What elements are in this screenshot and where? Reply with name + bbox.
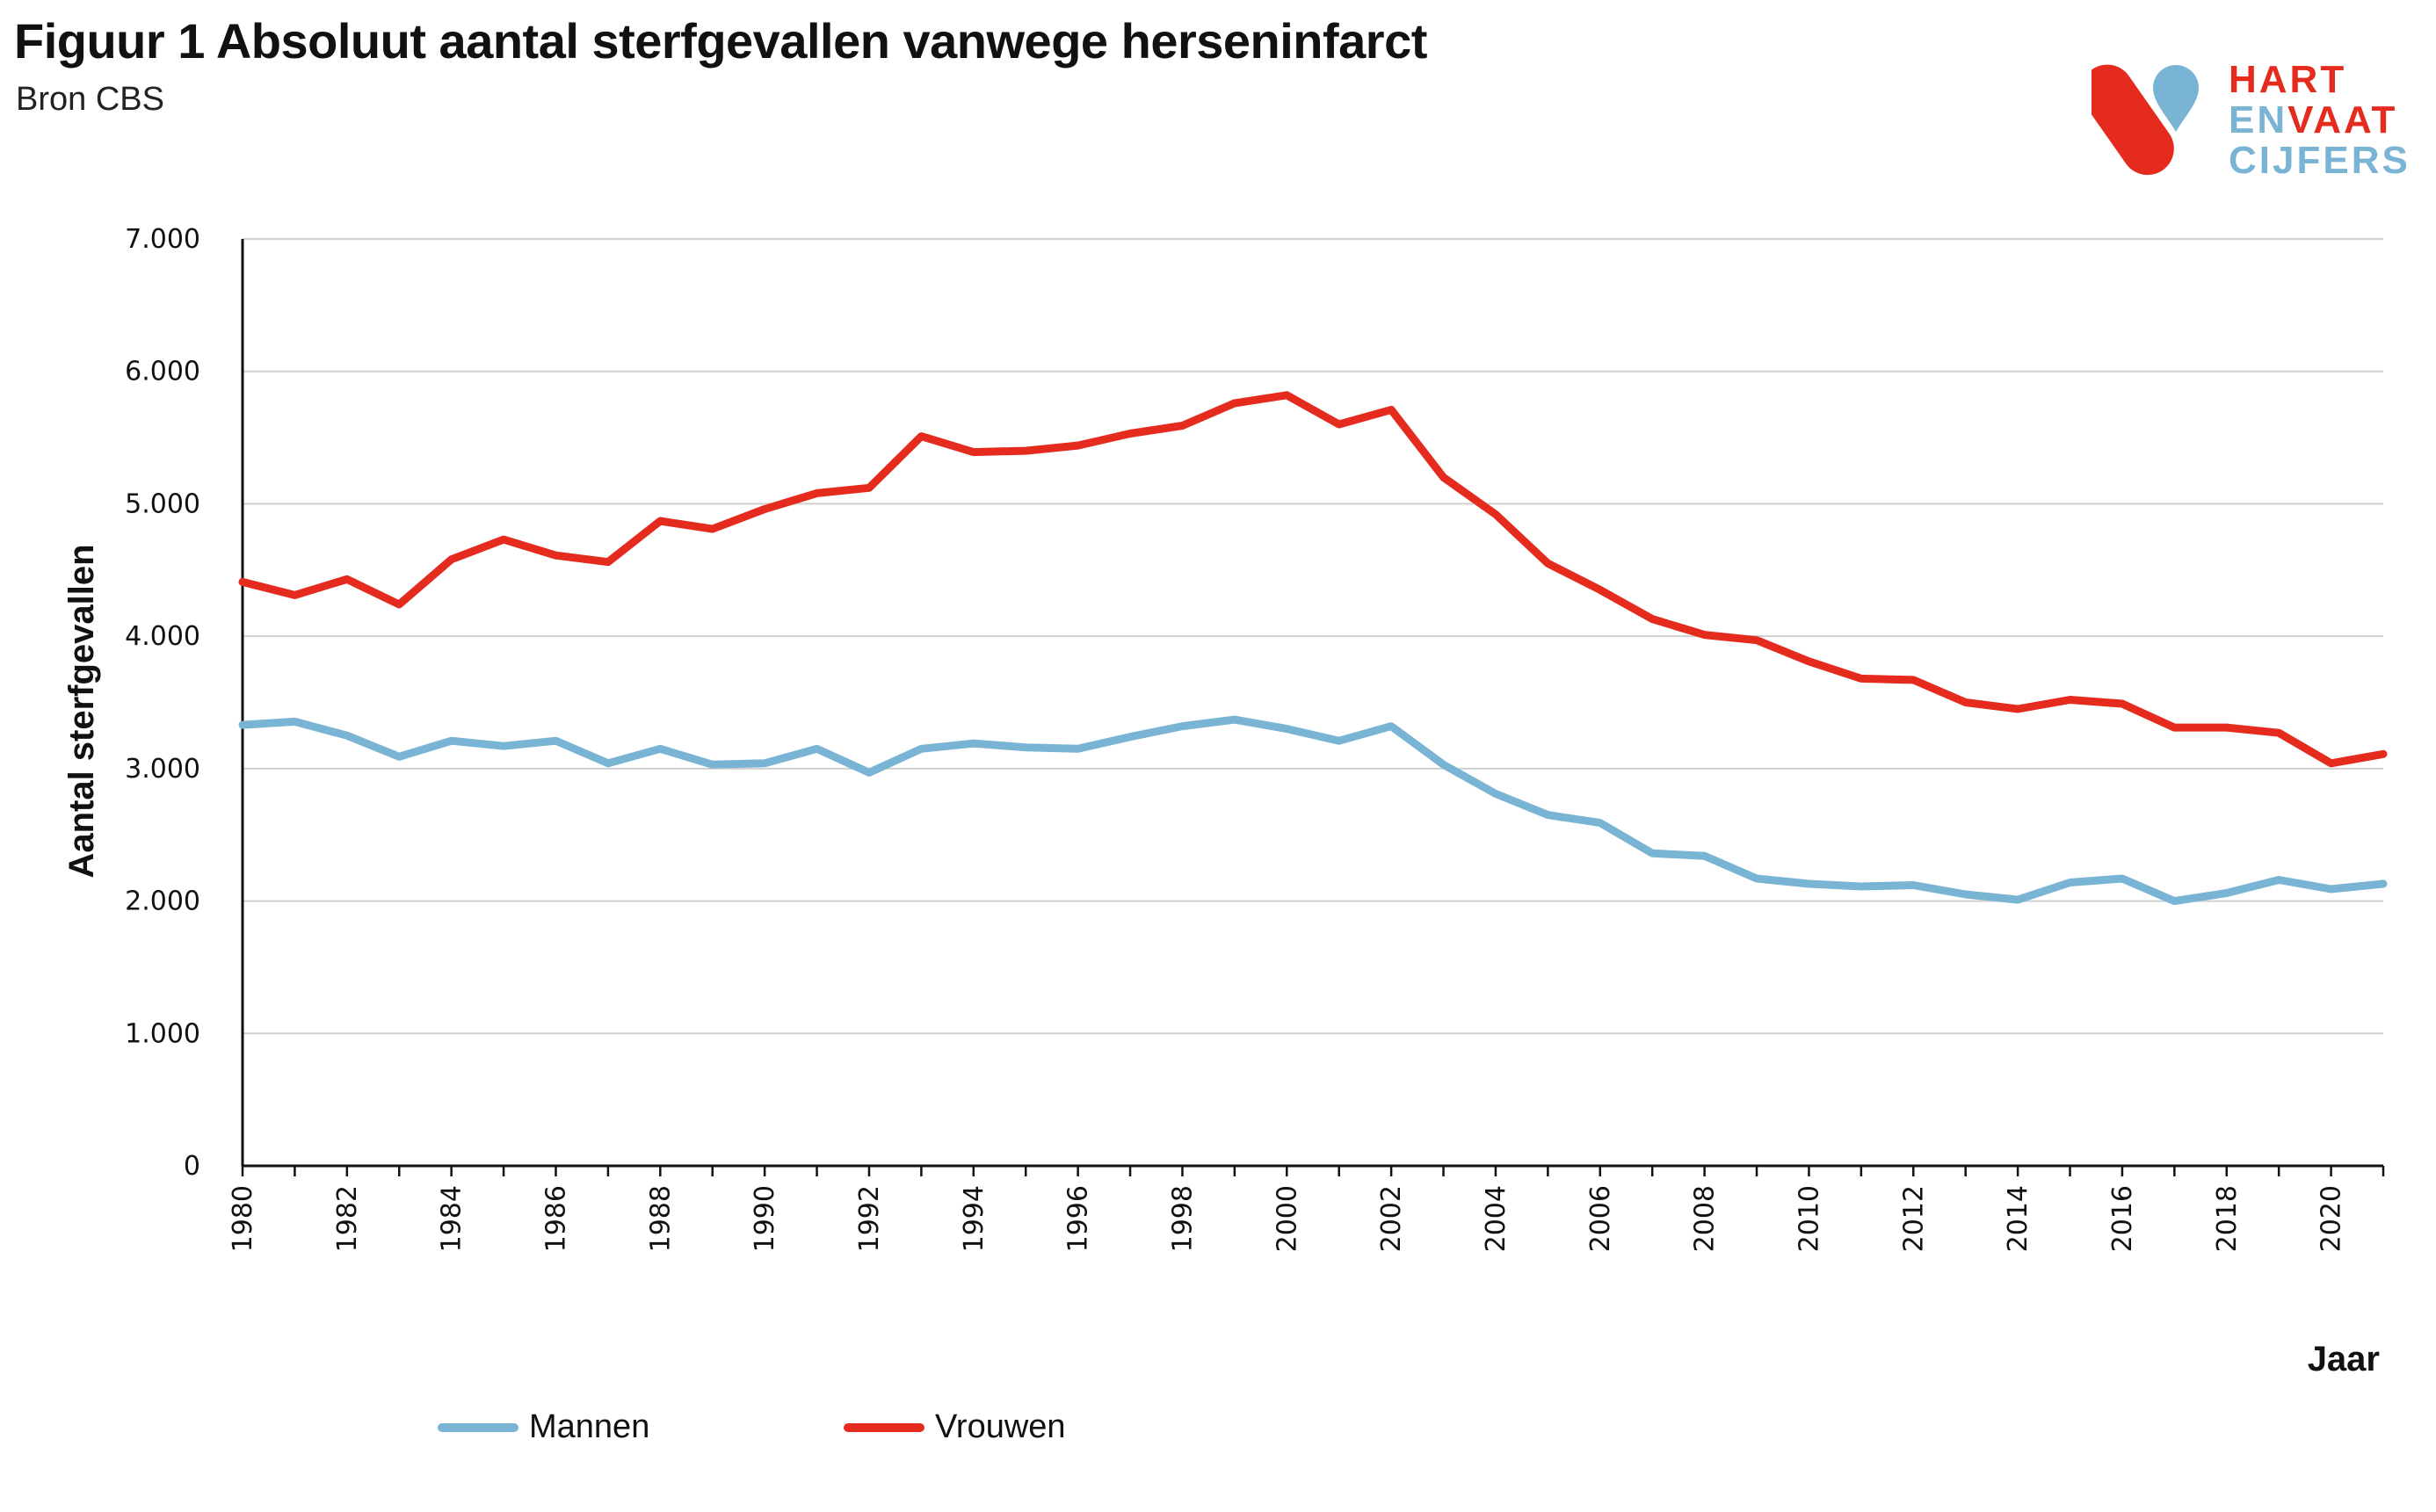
x-tick-label: 1980 (228, 1185, 258, 1252)
chart-source: Bron CBS (16, 81, 164, 118)
y-axis-title: Aantal sterfgevallen (62, 544, 101, 878)
x-tick-label: 2004 (1481, 1185, 1512, 1252)
logo-word-en: EN (2229, 98, 2288, 141)
y-tick-label: 1.000 (125, 1018, 200, 1049)
x-tick-label: 2002 (1376, 1185, 1407, 1252)
hart-en-vaat-cijfers-logo: HART ENVAAT CIJFERS (2080, 60, 2434, 183)
y-tick-label: 5.000 (125, 488, 200, 519)
x-tick-label: 1998 (1167, 1185, 1198, 1252)
logo-word-vaat: VAAT (2287, 98, 2398, 141)
chart-title: Figuur 1 Absoluut aantal sterfgevallen v… (14, 13, 1427, 69)
x-tick-label: 2018 (2212, 1185, 2243, 1252)
x-tick-label: 1988 (645, 1185, 676, 1252)
y-tick-label: 4.000 (125, 621, 200, 652)
logo-wordmark: HART ENVAAT CIJFERS (2229, 60, 2411, 181)
x-tick-label: 2016 (2107, 1185, 2138, 1252)
series-line-vrouwen (238, 391, 2388, 768)
x-tick-label: 1992 (854, 1185, 885, 1252)
x-tick-label: 2012 (1898, 1185, 1929, 1252)
y-tick-label: 7.000 (125, 224, 200, 255)
x-tick-label: 1996 (1063, 1185, 1094, 1252)
x-tick-label: 2008 (1690, 1185, 1721, 1252)
x-axis-title: Jaar (2308, 1340, 2380, 1378)
logo-word-hart: HART (2229, 58, 2347, 101)
logo-word-cijfers: CIJFERS (2229, 139, 2411, 182)
series-line-mannen (238, 715, 2388, 906)
legend-item-vrouwen: Vrouwen (844, 1408, 1066, 1446)
legend-swatch-vrouwen (844, 1422, 924, 1432)
x-tick-label: 1986 (540, 1185, 571, 1252)
x-tick-label: 2006 (1585, 1185, 1616, 1252)
x-tick-label: 1984 (437, 1185, 468, 1252)
x-tick-label: 2020 (2316, 1185, 2347, 1252)
y-tick-label: 0 (184, 1151, 200, 1182)
y-tick-label: 6.000 (125, 357, 200, 387)
x-tick-label: 2014 (2003, 1185, 2034, 1252)
legend-label-vrouwen: Vrouwen (935, 1408, 1066, 1445)
x-tick-label: 1990 (750, 1185, 780, 1252)
legend-label-mannen: Mannen (529, 1408, 650, 1445)
x-tick-label: 2010 (1794, 1185, 1824, 1252)
x-tick-label: 2000 (1272, 1185, 1302, 1252)
legend-item-mannen: Mannen (438, 1408, 649, 1446)
x-tick-label: 1994 (959, 1185, 990, 1252)
y-tick-label: 3.000 (125, 754, 200, 785)
legend-swatch-mannen (438, 1422, 518, 1432)
y-tick-label: 2.000 (125, 886, 200, 917)
logo-mark-icon (2080, 64, 2199, 176)
x-tick-label: 1982 (332, 1185, 363, 1252)
